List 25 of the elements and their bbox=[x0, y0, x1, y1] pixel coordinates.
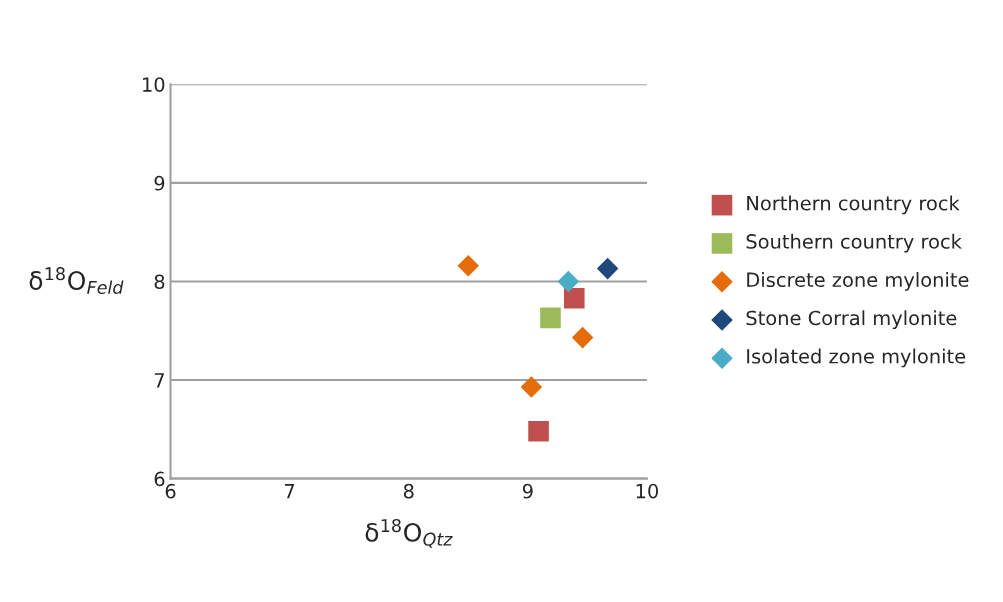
y-tick-label: 9 bbox=[154, 175, 165, 191]
y-tick-label: 10 bbox=[143, 77, 165, 92]
y-tick-label: 7 bbox=[154, 373, 164, 388]
x-tick-label: 8 bbox=[403, 483, 414, 499]
y-tick-label: 8 bbox=[154, 274, 165, 290]
legend-label: Stone Corral mylonite bbox=[746, 310, 957, 330]
point bbox=[457, 254, 480, 277]
point bbox=[571, 326, 594, 349]
x-axis-title: δ$^{18}$O$_{Qtz}$ bbox=[365, 518, 453, 548]
x-tick-label: 6 bbox=[165, 483, 176, 499]
point bbox=[528, 420, 549, 442]
point bbox=[563, 287, 585, 309]
legend-label: Northern country rock bbox=[747, 195, 960, 215]
point bbox=[596, 257, 619, 280]
point bbox=[540, 307, 561, 329]
point bbox=[557, 270, 580, 293]
point bbox=[520, 376, 543, 398]
x-tick-label: 9 bbox=[522, 483, 533, 499]
legend-label: Discrete zone mylonite bbox=[747, 272, 969, 291]
y-tick-label: 6 bbox=[154, 471, 165, 487]
legend-label: Southern country rock bbox=[746, 233, 962, 253]
y-axis-title: δ$^{18}$O$_{Feld}$ bbox=[29, 267, 124, 295]
x-tick-label: 10 bbox=[636, 483, 659, 499]
x-tick-label: 7 bbox=[285, 484, 295, 499]
legend-label: Isolated zone mylonite bbox=[747, 348, 966, 368]
